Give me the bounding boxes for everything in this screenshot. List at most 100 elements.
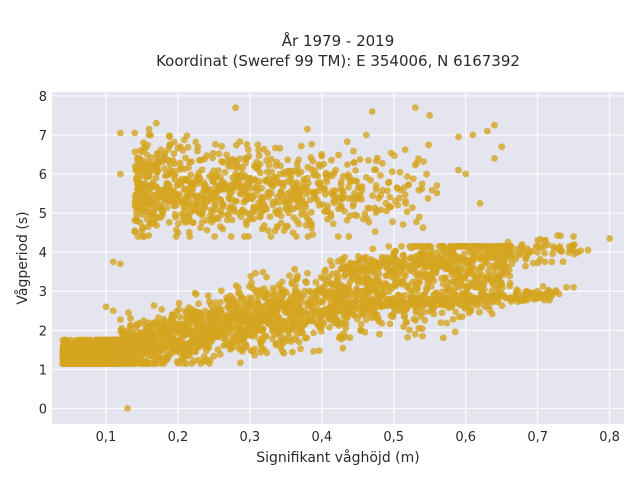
data-point	[384, 296, 392, 303]
x-tick-label: 0,4	[311, 430, 332, 445]
data-point	[549, 250, 556, 258]
data-point	[153, 331, 160, 338]
data-point	[179, 216, 187, 224]
data-point	[236, 346, 244, 353]
data-point	[192, 138, 200, 146]
data-point	[262, 333, 270, 340]
data-point	[324, 208, 332, 216]
data-point	[504, 238, 512, 246]
data-point	[324, 288, 332, 296]
data-point	[317, 328, 325, 335]
data-point	[334, 257, 342, 265]
data-point	[214, 346, 222, 353]
data-point	[274, 210, 281, 218]
data-point	[438, 275, 445, 282]
data-point	[216, 309, 224, 317]
data-point	[141, 348, 148, 356]
data-point	[408, 287, 416, 295]
data-point	[386, 193, 394, 201]
data-point	[125, 343, 133, 351]
data-point	[261, 310, 268, 318]
data-point	[237, 213, 245, 221]
data-point	[182, 154, 190, 162]
data-point	[488, 254, 496, 261]
data-point	[322, 266, 329, 274]
data-points	[59, 104, 613, 412]
data-point	[505, 266, 513, 274]
data-point	[375, 263, 383, 271]
data-point	[364, 270, 372, 278]
data-point	[453, 265, 461, 273]
data-point	[307, 154, 315, 161]
data-point	[198, 166, 206, 174]
data-point	[362, 316, 370, 323]
data-point	[364, 288, 372, 296]
data-point	[181, 165, 189, 173]
data-point	[278, 278, 286, 286]
data-point	[394, 201, 402, 209]
data-point	[483, 127, 491, 135]
data-point	[264, 227, 272, 235]
data-point	[184, 215, 192, 222]
data-point	[157, 146, 165, 154]
data-point	[149, 220, 157, 227]
data-point	[418, 257, 426, 264]
data-point	[189, 219, 197, 226]
data-point	[185, 177, 193, 185]
data-point	[375, 317, 383, 325]
data-point	[204, 292, 212, 299]
data-point	[264, 193, 272, 201]
data-point	[304, 164, 312, 171]
data-point	[314, 172, 322, 180]
data-point	[357, 266, 365, 274]
data-point	[153, 213, 160, 220]
data-point	[146, 360, 154, 367]
data-point	[201, 198, 209, 206]
y-tick-label: 4	[39, 246, 47, 261]
data-point	[227, 203, 234, 211]
data-point	[477, 255, 485, 263]
data-point	[312, 278, 320, 286]
data-point	[291, 326, 299, 334]
data-point	[209, 332, 217, 340]
data-point	[306, 298, 314, 305]
data-point	[448, 254, 456, 262]
data-point	[174, 229, 182, 237]
data-point	[197, 224, 204, 232]
data-point	[243, 141, 251, 148]
data-point	[428, 186, 436, 194]
data-point	[143, 215, 151, 223]
data-point	[78, 336, 86, 344]
data-point	[173, 308, 181, 315]
data-point	[306, 287, 313, 295]
data-point	[255, 177, 263, 185]
data-point	[534, 237, 542, 244]
data-point	[411, 242, 419, 250]
data-point	[418, 185, 426, 193]
data-point	[491, 121, 498, 129]
data-point	[140, 166, 148, 174]
data-point	[305, 179, 312, 187]
data-point	[314, 300, 322, 307]
data-point	[132, 216, 140, 224]
data-point	[281, 168, 288, 176]
data-point	[245, 326, 253, 334]
data-point	[221, 169, 229, 176]
data-point	[322, 280, 330, 288]
data-point	[365, 218, 373, 226]
data-point	[328, 270, 336, 278]
data-point	[65, 346, 73, 354]
data-point	[496, 249, 503, 256]
data-point	[290, 192, 298, 200]
data-point	[270, 322, 277, 330]
data-point	[467, 259, 474, 267]
data-point	[273, 223, 281, 230]
data-point	[144, 193, 151, 200]
data-point	[404, 334, 411, 341]
x-tick-label: 0,7	[527, 430, 548, 445]
data-point	[306, 196, 314, 204]
data-point	[287, 176, 294, 184]
data-point	[322, 169, 330, 177]
data-point	[368, 108, 376, 115]
data-point	[389, 313, 397, 321]
